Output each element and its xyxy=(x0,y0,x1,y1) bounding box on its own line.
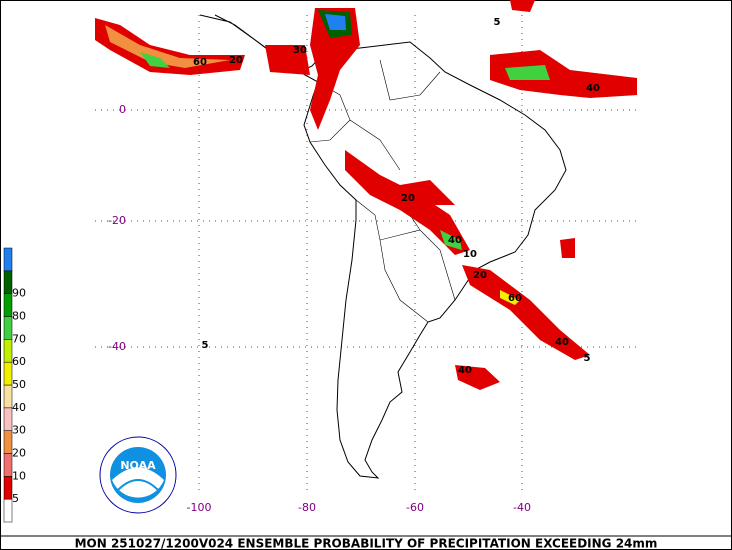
contour-label: 40 xyxy=(555,337,569,348)
colorbar-label: 10 xyxy=(12,469,26,482)
lat-label: 0 xyxy=(119,103,126,116)
colorbar-label: 60 xyxy=(12,355,26,368)
contour-label: 20 xyxy=(473,270,487,281)
colorbar-label: 5 xyxy=(12,492,19,505)
colorbar-label: 90 xyxy=(12,287,26,300)
precip-areas xyxy=(95,0,637,390)
contour-label: 40 xyxy=(586,83,600,94)
contour-label: 5 xyxy=(494,17,501,28)
lon-label: -60 xyxy=(406,501,424,514)
lat-label: -20 xyxy=(108,214,126,227)
lon-label: -80 xyxy=(298,501,316,514)
colorbar-swatch xyxy=(3,361,13,386)
colorbar-swatch xyxy=(3,430,13,454)
contour-label: 10 xyxy=(463,249,477,260)
contour-label: 20 xyxy=(229,55,243,66)
contour-label: 20 xyxy=(401,193,415,204)
lon-label: -40 xyxy=(513,501,531,514)
contour-label: 5 xyxy=(584,353,591,364)
contour-label: 60 xyxy=(193,57,207,68)
lat-label: -40 xyxy=(108,340,126,353)
colorbar-swatch xyxy=(3,293,13,317)
colorbar: 5 10 20 30 40 50 60 70 80 90 xyxy=(3,247,26,523)
colorbar-label: 40 xyxy=(12,401,26,414)
coastline xyxy=(199,14,567,479)
colorbar-swatch xyxy=(3,476,13,500)
footer-title: MON 251027/1200V024 ENSEMBLE PROBABILITY… xyxy=(75,537,658,550)
colorbar-swatch xyxy=(3,339,13,363)
contour-label: 30 xyxy=(293,45,307,56)
colorbar-label: 20 xyxy=(12,447,26,460)
colorbar-label: 30 xyxy=(12,424,26,437)
contour-label: 60 xyxy=(508,293,522,304)
colorbar-label: 80 xyxy=(12,310,26,323)
logo-text: NOAA xyxy=(120,459,156,472)
noaa-logo: NOAA xyxy=(99,436,177,514)
colorbar-label: 50 xyxy=(12,378,26,391)
colorbar-swatch xyxy=(3,316,13,340)
colorbar-swatch xyxy=(3,247,13,272)
colorbar-swatch xyxy=(3,407,13,431)
colorbar-swatch xyxy=(3,453,13,477)
contour-label: 40 xyxy=(458,365,472,376)
contour-label: 5 xyxy=(202,340,209,351)
colorbar-swatch xyxy=(3,270,13,294)
colorbar-swatch xyxy=(3,498,13,523)
contour-label: 40 xyxy=(448,235,462,246)
colorbar-swatch xyxy=(3,384,13,409)
graticule: 0 -20 -40 -100 -80 -60 -40 xyxy=(95,15,637,514)
lon-label: -100 xyxy=(187,501,212,514)
colorbar-label: 70 xyxy=(12,332,26,345)
